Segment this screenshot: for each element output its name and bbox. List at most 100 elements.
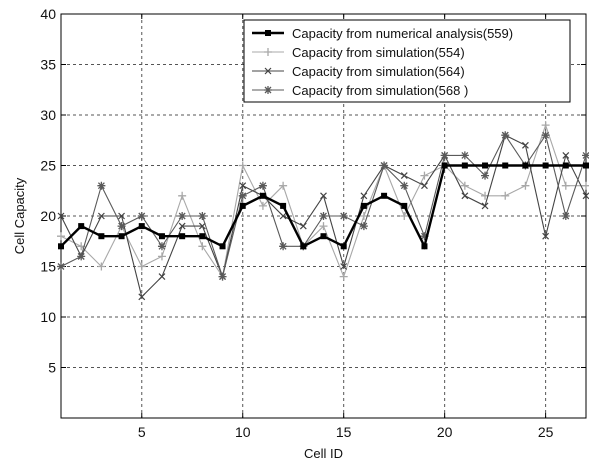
series-1-point-17 xyxy=(400,212,409,220)
legend-box xyxy=(243,19,571,103)
series-3-point-17 xyxy=(400,181,409,190)
series-0-point-26-shape xyxy=(583,162,589,169)
series-1-point-25-shape xyxy=(561,181,570,190)
series-3-point-22-shape xyxy=(501,131,510,140)
series-0-point-7 xyxy=(199,233,206,240)
series-0-point-11 xyxy=(280,202,287,209)
series-3-point-19-shape xyxy=(440,151,449,160)
series-1-point-18 xyxy=(420,171,429,180)
series-1-point-15-shape xyxy=(359,212,368,220)
series-0-point-25-shape xyxy=(562,162,569,169)
series-1-point-14-shape xyxy=(339,272,348,281)
series-2-point-6-shape xyxy=(178,222,186,230)
series-0-point-25 xyxy=(562,162,569,169)
legend-entry-3: Capacity from simulation(568 ) xyxy=(252,83,468,98)
legend-entry-2: Capacity from simulation(564) xyxy=(252,64,465,79)
series-3-point-22 xyxy=(501,131,510,140)
legend-swatch-marker-0 xyxy=(265,30,271,36)
series-0-point-15 xyxy=(360,202,367,209)
series-0-point-16 xyxy=(381,192,388,199)
series-2-point-9-shape xyxy=(239,182,247,190)
series-2-point-20-shape xyxy=(461,192,469,200)
legend: Capacity from numerical analysis(559) Cap… xyxy=(243,19,571,103)
series-0-point-1 xyxy=(78,223,85,230)
series-0-point-9-shape xyxy=(239,202,246,209)
series-2-point-18-shape xyxy=(421,182,428,190)
series-3-point-8-shape xyxy=(218,272,227,281)
series-1-point-9 xyxy=(238,161,247,170)
series-3-point-0 xyxy=(57,262,65,271)
series-2-point-25-shape xyxy=(562,151,570,159)
legend-entry-0: Capacity from numerical analysis(559) xyxy=(252,26,513,41)
series-2-point-0-shape xyxy=(57,212,65,220)
series-2-point-5 xyxy=(158,273,166,281)
series-2-point-14 xyxy=(340,263,348,270)
series-0-point-0-shape xyxy=(58,243,64,250)
series-2-point-5-shape xyxy=(158,273,166,281)
series-2-point-14-shape xyxy=(340,263,348,270)
series-0-point-14 xyxy=(340,243,347,250)
series-3-point-11-shape xyxy=(279,242,288,251)
legend-label-2: Capacity from simulation(564) xyxy=(292,64,465,79)
series-2-point-0 xyxy=(57,212,65,220)
series-1-point-6 xyxy=(178,191,187,200)
series-3-point-9 xyxy=(238,191,247,200)
series-2-point-7-shape xyxy=(198,222,206,230)
series-1-point-0 xyxy=(57,232,65,241)
series-0 xyxy=(58,162,589,250)
series-1-point-2-shape xyxy=(97,262,106,271)
series-2-point-24-shape xyxy=(542,232,550,240)
x-axis-label: Cell ID xyxy=(304,446,343,461)
series-0-point-8-shape xyxy=(219,243,226,250)
series-2-point-15 xyxy=(360,192,368,200)
series-3 xyxy=(57,131,589,281)
series-3-point-13-shape xyxy=(319,212,328,220)
series-3-point-9-shape xyxy=(238,191,247,200)
series-0-point-19 xyxy=(441,162,448,169)
series-2-point-3-shape xyxy=(118,212,126,220)
series-2-point-18 xyxy=(421,182,428,190)
x-tick-label-5: 5 xyxy=(138,424,146,440)
y-tick-label-15: 15 xyxy=(40,259,56,275)
series-0-point-2-shape xyxy=(98,233,105,240)
series-2-point-4-shape xyxy=(138,293,146,301)
series-0-point-23-shape xyxy=(522,162,529,169)
series-1-point-25 xyxy=(561,181,570,190)
series-1-point-23 xyxy=(521,181,530,190)
series-1-point-24-shape xyxy=(541,121,550,130)
legend-swatch-marker-1 xyxy=(264,48,272,56)
series-1-point-22-shape xyxy=(501,191,510,200)
series-2-point-23-shape xyxy=(521,141,529,149)
series-1-point-18-shape xyxy=(420,171,429,180)
legend-swatch-marker-2 xyxy=(264,67,272,75)
series-3-point-11 xyxy=(279,242,288,251)
series-1-point-0-shape xyxy=(57,232,65,241)
series-3-point-10 xyxy=(258,181,267,190)
series-3-point-25 xyxy=(561,212,570,220)
series-1-point-7-shape xyxy=(198,242,207,251)
series-2-point-13 xyxy=(320,192,327,200)
series-0-point-3 xyxy=(118,233,125,240)
series-0-point-20 xyxy=(461,162,468,169)
legend-swatch-marker-1-shape xyxy=(264,48,272,56)
series-0-point-22 xyxy=(502,162,509,169)
series-0-point-21 xyxy=(482,162,489,169)
series-2-point-23 xyxy=(521,141,529,149)
series-3-point-20 xyxy=(460,151,469,160)
legend-entry-1: Capacity from simulation(554) xyxy=(252,45,465,60)
x-tick-label-25: 25 xyxy=(538,424,554,440)
series-3-point-17-shape xyxy=(400,181,409,190)
series-0-point-20-shape xyxy=(461,162,468,169)
series-3-point-10-shape xyxy=(258,181,267,190)
series-1-point-11 xyxy=(279,181,288,190)
series-0-point-17 xyxy=(401,202,408,209)
series-0-point-12 xyxy=(300,243,307,250)
series-3-point-0-shape xyxy=(57,262,65,271)
series-2-point-26 xyxy=(582,192,589,200)
y-tick-label-40: 40 xyxy=(40,6,56,22)
series-2-point-24 xyxy=(542,232,550,240)
tick-labels: 5 10 15 20 25 30 35 40 5 10 15 20 25 xyxy=(40,6,553,440)
series-2-point-13-shape xyxy=(320,192,327,200)
series-0-point-24 xyxy=(542,162,549,169)
